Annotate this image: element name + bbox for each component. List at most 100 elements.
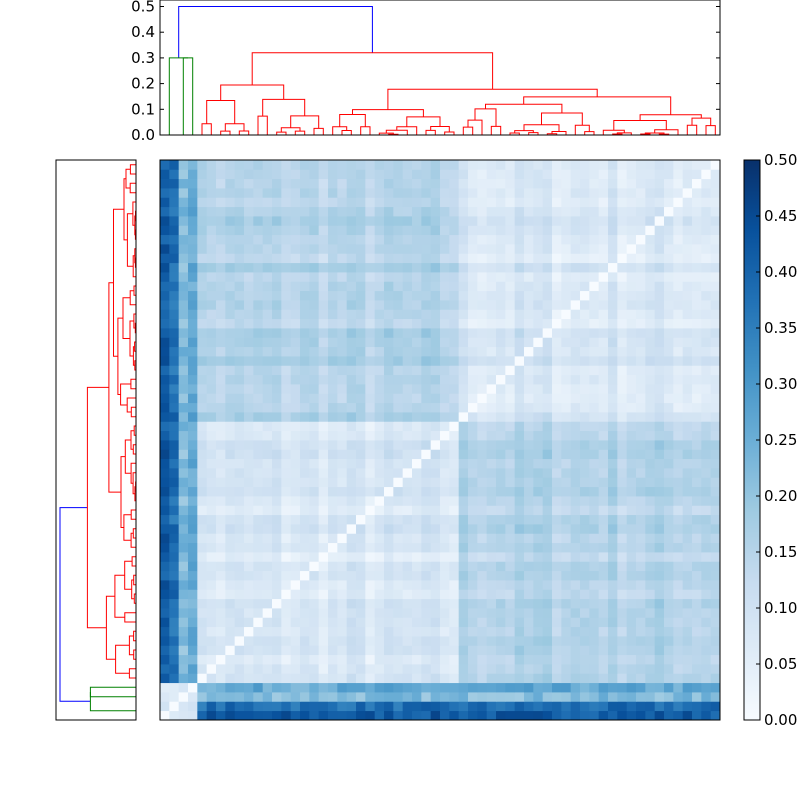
heatmap-cell xyxy=(262,458,273,469)
heatmap-cell xyxy=(374,197,385,208)
heatmap-cell xyxy=(281,216,292,226)
heatmap-cell xyxy=(458,682,469,693)
heatmap-cell xyxy=(346,514,357,525)
heatmap-cell xyxy=(468,673,478,684)
heatmap-cell xyxy=(178,673,189,684)
heatmap-cell xyxy=(206,300,217,310)
heatmap-cell xyxy=(169,664,180,674)
heatmap-cell xyxy=(440,486,450,497)
heatmap-cell xyxy=(290,664,301,674)
heatmap-cell xyxy=(440,309,450,320)
heatmap-cell xyxy=(253,412,264,422)
heatmap-cell xyxy=(533,402,544,413)
heatmap-cell xyxy=(178,636,189,646)
heatmap-cell xyxy=(281,234,292,245)
heatmap-cell xyxy=(412,225,422,236)
heatmap-cell xyxy=(253,477,264,488)
heatmap-cell xyxy=(169,477,180,488)
heatmap-cell xyxy=(234,561,245,572)
heatmap-cell xyxy=(701,412,712,422)
heatmap-cell xyxy=(188,608,198,618)
heatmap-cell xyxy=(682,561,693,572)
heatmap-cell xyxy=(552,412,562,422)
y-tick-label: 0.1 xyxy=(131,100,155,118)
heatmap-cell xyxy=(253,626,264,637)
heatmap-cell xyxy=(598,309,609,320)
heatmap-cell xyxy=(337,234,348,245)
heatmap-cell xyxy=(514,178,525,189)
heatmap-cell xyxy=(570,458,581,469)
heatmap-cell xyxy=(692,645,702,656)
heatmap-cell xyxy=(402,272,413,282)
heatmap-cell xyxy=(580,524,590,534)
heatmap-cell xyxy=(645,356,656,366)
heatmap-cell xyxy=(421,253,432,264)
heatmap-cell xyxy=(290,533,301,544)
heatmap-cell xyxy=(701,272,712,282)
heatmap-cell xyxy=(402,477,413,488)
heatmap-cell xyxy=(300,682,310,693)
heatmap-cell xyxy=(234,365,245,376)
heatmap-cell xyxy=(645,570,656,581)
heatmap-cell xyxy=(337,225,348,236)
heatmap-cell xyxy=(617,309,628,320)
heatmap-cell xyxy=(346,664,357,674)
heatmap-cell xyxy=(477,496,488,506)
heatmap-cell xyxy=(710,524,721,534)
heatmap-cell xyxy=(272,626,282,637)
heatmap-cell xyxy=(225,337,236,348)
heatmap-cell xyxy=(160,244,170,254)
heatmap-cell xyxy=(318,552,329,562)
heatmap-cell xyxy=(654,300,665,310)
heatmap-cell xyxy=(300,300,310,310)
heatmap-cell xyxy=(645,514,656,525)
dendrogram-link xyxy=(182,57,194,135)
dendrogram-link xyxy=(396,126,418,135)
heatmap-cell xyxy=(505,346,516,357)
heatmap-cell xyxy=(533,608,544,618)
heatmap-cell xyxy=(216,449,226,460)
heatmap-cell xyxy=(654,514,665,525)
heatmap-cell xyxy=(486,384,497,394)
heatmap-cell xyxy=(608,542,618,553)
heatmap-cell xyxy=(505,393,516,404)
heatmap-cell xyxy=(234,552,245,562)
heatmap-cell xyxy=(346,654,357,665)
heatmap-cell xyxy=(701,225,712,236)
heatmap-cell xyxy=(290,169,301,180)
heatmap-cell xyxy=(309,552,320,562)
heatmap-cell xyxy=(552,300,562,310)
heatmap-cell xyxy=(281,262,292,273)
heatmap-cell xyxy=(533,244,544,254)
heatmap-cell xyxy=(468,561,478,572)
heatmap-cell xyxy=(188,384,198,394)
heatmap-cell xyxy=(496,468,506,478)
heatmap-cell xyxy=(262,626,273,637)
heatmap-cell xyxy=(449,449,460,460)
heatmap-cell xyxy=(244,337,254,348)
heatmap-cell xyxy=(160,430,170,441)
heatmap-cell xyxy=(300,701,310,712)
heatmap-cell xyxy=(253,701,264,712)
heatmap-cell xyxy=(524,253,534,264)
heatmap-cell xyxy=(654,365,665,376)
heatmap-cell xyxy=(365,374,376,385)
heatmap-cell xyxy=(346,337,357,348)
heatmap-cell xyxy=(561,692,572,702)
heatmap-cell xyxy=(486,328,497,338)
heatmap-cell xyxy=(160,608,170,618)
heatmap-cell xyxy=(365,542,376,553)
heatmap-cell xyxy=(458,664,469,674)
heatmap-cell xyxy=(589,645,600,656)
heatmap-cell xyxy=(468,477,478,488)
heatmap-cell xyxy=(598,244,609,254)
heatmap-cell xyxy=(505,570,516,581)
heatmap-cell xyxy=(682,542,693,553)
heatmap-cell xyxy=(430,160,441,170)
heatmap-cell xyxy=(710,477,721,488)
heatmap-cell xyxy=(496,589,506,600)
heatmap-cell xyxy=(533,440,544,450)
heatmap-cell xyxy=(524,570,534,581)
heatmap-cell xyxy=(178,598,189,609)
heatmap-cell xyxy=(234,664,245,674)
